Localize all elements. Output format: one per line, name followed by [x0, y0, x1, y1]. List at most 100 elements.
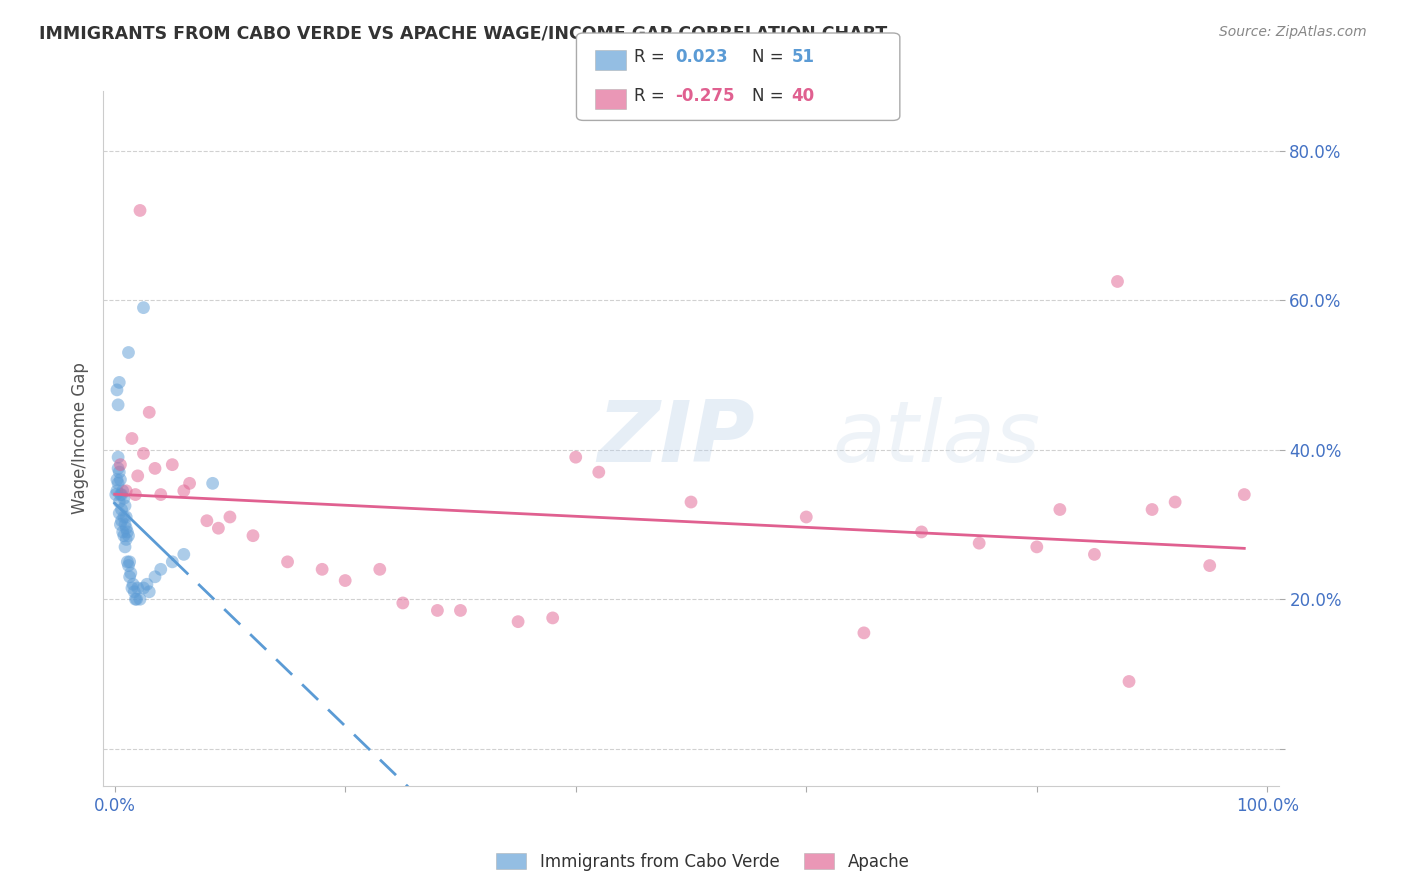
Point [1233, 487, 1256, 501]
Point [115, 510, 138, 524]
Point [449, 603, 471, 617]
Point [588, 465, 610, 479]
Point [105, 473, 128, 487]
Point [173, 483, 195, 498]
Point [1198, 558, 1220, 573]
Legend: Immigrants from Cabo Verde, Apache: Immigrants from Cabo Verde, Apache [488, 845, 918, 880]
Point [117, 529, 139, 543]
Text: 0.023: 0.023 [675, 48, 727, 66]
Point [138, 584, 160, 599]
Point [564, 450, 586, 465]
Point [910, 524, 932, 539]
Point [115, 483, 138, 498]
Point [1025, 540, 1047, 554]
Point [1049, 502, 1071, 516]
Point [114, 517, 136, 532]
Point [107, 476, 129, 491]
Point [335, 574, 357, 588]
Point [105, 483, 128, 498]
Point [112, 510, 135, 524]
Text: 51: 51 [792, 48, 814, 66]
Point [118, 555, 141, 569]
Point [129, 203, 152, 218]
Point [110, 514, 132, 528]
Point [138, 405, 160, 419]
Point [392, 596, 415, 610]
Point [114, 499, 136, 513]
Point [219, 510, 242, 524]
Point [107, 461, 129, 475]
Text: Source: ZipAtlas.com: Source: ZipAtlas.com [1219, 25, 1367, 39]
Point [132, 581, 155, 595]
Point [162, 458, 184, 472]
Point [1083, 547, 1105, 561]
Point [195, 514, 218, 528]
Point [117, 524, 139, 539]
Point [311, 562, 333, 576]
Point [127, 581, 149, 595]
Point [124, 487, 146, 501]
Point [242, 529, 264, 543]
Point [114, 540, 136, 554]
Point [1118, 674, 1140, 689]
Point [506, 615, 529, 629]
Point [149, 562, 172, 576]
Point [115, 521, 138, 535]
Point [162, 555, 184, 569]
Text: N =: N = [752, 48, 789, 66]
Point [122, 577, 145, 591]
Point [679, 495, 702, 509]
Text: atlas: atlas [832, 397, 1040, 480]
Point [112, 491, 135, 506]
Y-axis label: Wage/Income Gap: Wage/Income Gap [72, 362, 89, 515]
Point [149, 487, 172, 501]
Point [132, 301, 155, 315]
Point [111, 524, 134, 539]
Point [173, 547, 195, 561]
Text: ZIP: ZIP [598, 397, 755, 480]
Point [117, 555, 139, 569]
Point [121, 432, 143, 446]
Point [108, 495, 131, 509]
Text: R =: R = [634, 48, 671, 66]
Point [122, 584, 145, 599]
Point [107, 398, 129, 412]
Point [107, 450, 129, 465]
Point [108, 506, 131, 520]
Point [207, 521, 229, 535]
Point [541, 611, 564, 625]
Point [112, 529, 135, 543]
Point [1164, 495, 1187, 509]
Point [115, 533, 138, 547]
Point [110, 487, 132, 501]
Point [1140, 502, 1163, 516]
Point [118, 570, 141, 584]
Text: 40: 40 [792, 87, 814, 105]
Point [277, 555, 299, 569]
Point [120, 566, 142, 580]
Point [1107, 275, 1129, 289]
Text: IMMIGRANTS FROM CABO VERDE VS APACHE WAGE/INCOME GAP CORRELATION CHART: IMMIGRANTS FROM CABO VERDE VS APACHE WAG… [39, 25, 887, 43]
Point [110, 517, 132, 532]
Text: N =: N = [752, 87, 789, 105]
Point [110, 473, 132, 487]
Point [111, 483, 134, 498]
Point [125, 592, 148, 607]
Point [129, 592, 152, 607]
Point [852, 625, 875, 640]
Point [117, 558, 139, 573]
Point [368, 562, 391, 576]
Point [105, 383, 128, 397]
Point [967, 536, 990, 550]
Point [143, 461, 166, 475]
Point [108, 465, 131, 479]
Point [121, 581, 143, 595]
Point [132, 446, 155, 460]
Point [117, 345, 139, 359]
Point [110, 458, 132, 472]
Point [110, 487, 132, 501]
Point [201, 476, 224, 491]
Text: -0.275: -0.275 [675, 87, 734, 105]
Point [794, 510, 817, 524]
Point [110, 502, 132, 516]
